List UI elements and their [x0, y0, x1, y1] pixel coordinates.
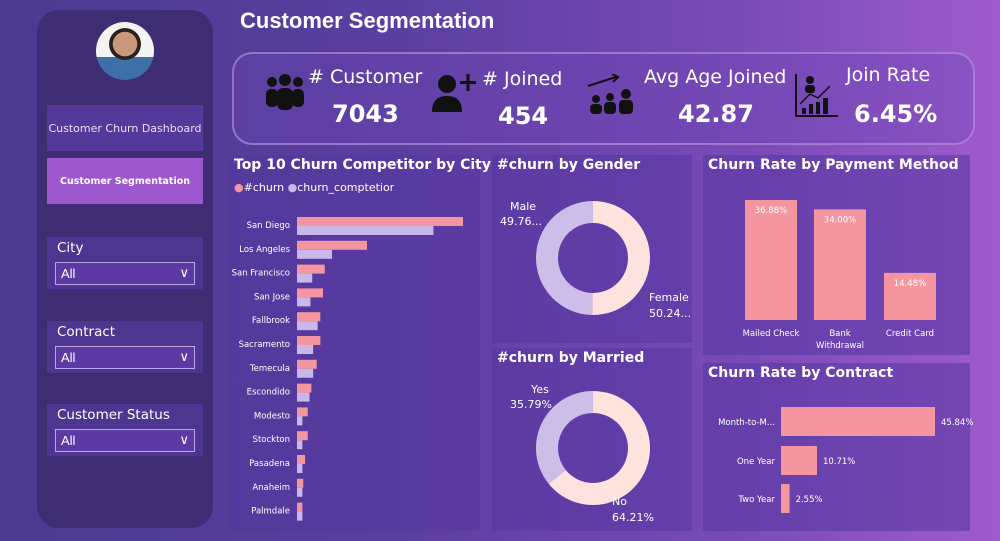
city-chart-title: Top 10 Churn Competitor by City: [234, 157, 492, 173]
kpi-customer-label: # Customer: [308, 66, 423, 88]
contract-value: All: [61, 350, 76, 365]
married-chart-panel: #churn by Married: [492, 348, 692, 531]
city-dropdown[interactable]: All ∨: [55, 262, 195, 285]
chart-people-icon: [795, 74, 838, 117]
nav-customer-churn-dashboard[interactable]: Customer Churn Dashboard: [47, 105, 203, 151]
customer-status-slicer: Customer Status All ∨: [47, 404, 203, 456]
customer-status-slicer-label: Customer Status: [57, 407, 170, 423]
add-user-icon: [432, 74, 476, 112]
kpi-join-rate-value: 6.45%: [854, 100, 938, 128]
legend-churn: #churn: [243, 181, 285, 194]
growth-people-icon: [587, 74, 633, 114]
married-chart-title: #churn by Married: [497, 350, 645, 366]
chevron-down-icon: ∨: [179, 349, 189, 364]
city-chart-legend: ●#churn ●churn_comptetior: [234, 181, 394, 194]
kpi-card: # Customer 7043 # Joined 454 Avg Age Joi…: [232, 52, 975, 145]
people-group-icon: [266, 74, 304, 110]
kpi-customer-value: 7043: [332, 100, 399, 128]
legend-dot-churn: ●: [234, 181, 244, 194]
kpi-joined-label: # Joined: [482, 68, 563, 90]
city-slicer-label: City: [57, 240, 84, 256]
contract-slicer: Contract All ∨: [47, 321, 203, 373]
customer-status-dropdown[interactable]: All ∨: [55, 429, 195, 452]
legend-dot-competitor: ●: [287, 181, 298, 194]
payment-chart-title: Churn Rate by Payment Method: [708, 157, 959, 173]
payment-chart-panel: Churn Rate by Payment Method: [703, 155, 970, 355]
city-slicer: City All ∨: [47, 237, 203, 289]
kpi-join-rate-label: Join Rate: [846, 64, 931, 86]
gender-chart-panel: #churn by Gender: [492, 155, 692, 343]
contract-chart-panel: Churn Rate by Contract: [703, 363, 970, 531]
chevron-down-icon: ∨: [179, 265, 189, 280]
contract-slicer-label: Contract: [57, 324, 116, 340]
nav-customer-segmentation[interactable]: Customer Segmentation: [47, 158, 203, 204]
contract-chart-title: Churn Rate by Contract: [708, 365, 894, 381]
kpi-avg-age-value: 42.87: [678, 100, 754, 128]
chevron-down-icon: ∨: [179, 432, 189, 447]
page-title: Customer Segmentation: [240, 8, 495, 33]
avatar: [96, 22, 154, 80]
gender-chart-title: #churn by Gender: [497, 157, 641, 173]
legend-competitor: churn_comptetior: [297, 181, 395, 194]
kpi-avg-age-label: Avg Age Joined: [644, 66, 787, 88]
city-value: All: [61, 266, 76, 281]
customer-status-value: All: [61, 433, 76, 448]
contract-dropdown[interactable]: All ∨: [55, 346, 195, 369]
kpi-joined-value: 454: [498, 102, 549, 130]
